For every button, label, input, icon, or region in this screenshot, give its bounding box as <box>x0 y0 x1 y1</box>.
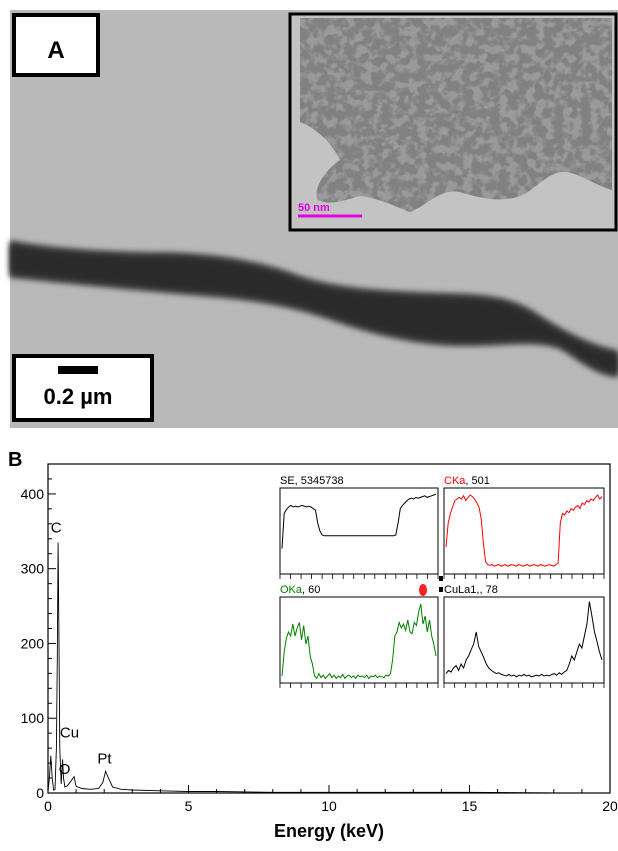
linescan-insets: SE, 5345738 CKa, 501 OKa, 60 CuLa1,, 78 <box>279 475 605 688</box>
inset-frame <box>279 596 439 684</box>
x-tick-label: 15 <box>462 798 478 814</box>
inset-profile-line <box>281 603 437 680</box>
panel-a-label: A <box>47 37 64 64</box>
linescan-inset-4: CuLa1,, 78 <box>443 584 605 688</box>
y-tick-label: 400 <box>21 486 45 502</box>
x-tick-label: 20 <box>602 798 618 814</box>
inset-scale-label: 50 nm <box>298 202 330 214</box>
tem-micrograph-panel: A 50 nm 0.2 µm <box>10 10 618 428</box>
y-tick-label: 300 <box>21 561 45 577</box>
inset-profile-line <box>281 493 437 549</box>
linescan-inset-3: OKa, 60 <box>279 584 439 688</box>
inset-marker <box>439 576 443 581</box>
tem-inset: 50 nm <box>288 12 618 232</box>
inset-title: SE, 5345738 <box>280 475 344 487</box>
inset-marker <box>439 587 443 592</box>
inset-profile-line <box>445 494 603 567</box>
panel-a-label-box <box>12 13 100 77</box>
inset-frame <box>443 596 605 684</box>
inset-title-count: , 501 <box>465 475 489 487</box>
inset-frame <box>279 487 439 575</box>
panel-b-label: B <box>8 449 22 471</box>
y-tick-label: 100 <box>21 710 45 726</box>
peak-label-o: O <box>59 761 71 778</box>
nanofiber <box>10 240 618 378</box>
scale-bar <box>58 366 98 374</box>
x-tick-label: 0 <box>44 798 52 814</box>
scale-bar-label: 0.2 µm <box>44 384 113 409</box>
y-tick-label: 0 <box>36 785 44 801</box>
inset-title-element: CKa <box>444 475 466 487</box>
eds-spectrum-line <box>47 542 610 794</box>
x-tick-label: 5 <box>185 798 193 814</box>
inset-title: CuLa1,, 78 <box>444 584 498 596</box>
y-tick-label: 200 <box>21 635 45 651</box>
linescan-inset-2: CKa, 501 <box>443 475 605 579</box>
red-position-marker <box>419 584 427 596</box>
peak-label-pt: Pt <box>97 750 112 767</box>
inset-title-count: , 60 <box>302 584 320 596</box>
scale-bar-box <box>12 354 154 422</box>
linescan-inset-1: SE, 5345738 <box>279 475 439 579</box>
x-tick-label: 10 <box>321 798 337 814</box>
inset-title-element: OKa <box>280 584 303 596</box>
inset-title: OKa, 60 <box>280 584 320 596</box>
peak-label-c: C <box>51 520 62 537</box>
peak-label-cu: Cu <box>60 724 79 741</box>
x-axis-title: Energy (keV) <box>274 821 384 841</box>
inset-profile-line <box>445 601 603 678</box>
inset-title: CKa, 501 <box>444 475 490 487</box>
inset-frame <box>443 487 605 575</box>
